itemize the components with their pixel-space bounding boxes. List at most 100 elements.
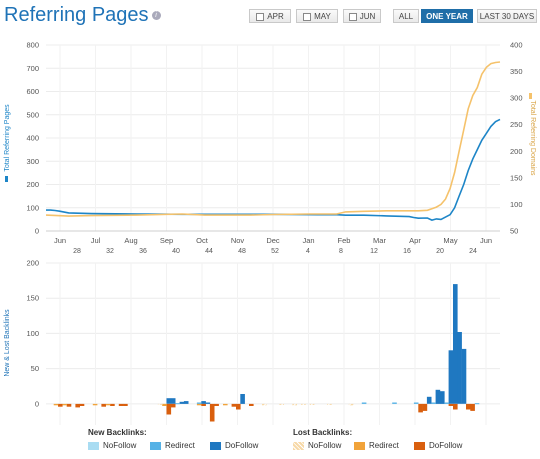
y-tick-label: 100 xyxy=(26,203,39,212)
bar-lost-nofollow xyxy=(327,403,332,405)
legend-new-dofollow[interactable]: DoFollow xyxy=(210,441,258,450)
bar-lost-dofollow xyxy=(79,403,85,406)
bar-new-dofollow xyxy=(453,284,458,404)
range-one-year-button[interactable]: ONE YEAR xyxy=(421,9,473,23)
range-last-30-days-button[interactable]: LAST 30 DAYS xyxy=(477,9,537,23)
bar-lost-nofollow xyxy=(348,403,354,406)
bar-lost-dofollow xyxy=(123,403,128,406)
bar-new-redirect xyxy=(431,402,436,404)
x-month-label: Dec xyxy=(266,236,280,245)
checkbox-icon[interactable] xyxy=(256,12,265,21)
bar-lost-dofollow xyxy=(466,403,471,410)
bar-lost-nofollow xyxy=(279,403,284,405)
bar-new-dofollow xyxy=(183,401,189,404)
legend-label: DoFollow xyxy=(225,441,259,450)
x-week-label: 52 xyxy=(271,248,279,255)
bar-lost-nofollow xyxy=(262,403,267,406)
y2-tick-label: 400 xyxy=(510,41,523,50)
bar-lost-dofollow xyxy=(110,403,115,406)
month-label-may: MAY xyxy=(314,12,331,21)
legend-lost-nofollow[interactable]: NoFollow xyxy=(293,441,341,450)
x-month-label: Aug xyxy=(124,236,137,245)
legend-swatch xyxy=(210,441,221,450)
bar-lost-dofollow xyxy=(249,403,254,406)
bar-y-tick-label: 150 xyxy=(26,294,39,303)
x-week-label: 12 xyxy=(370,248,378,255)
checkbox-icon[interactable] xyxy=(348,12,357,21)
x-week-label: 4 xyxy=(306,248,310,255)
bar-new-dofollow xyxy=(179,401,185,404)
bar-lost-dofollow xyxy=(470,403,475,411)
bar-lost-dofollow xyxy=(166,403,172,415)
x-month-label: Jul xyxy=(91,236,101,245)
legend-label: NoFollow xyxy=(308,441,342,450)
series-line-referring-domains xyxy=(45,61,501,217)
legend-new-title: New Backlinks: xyxy=(88,428,147,437)
bar-new-redirect xyxy=(444,402,449,404)
checkbox-icon[interactable] xyxy=(303,12,312,21)
legend-lost-redirect[interactable]: Redirect xyxy=(354,441,399,450)
month-label-jun: JUN xyxy=(359,12,376,21)
bar-lost-dofollow xyxy=(418,403,423,413)
bar-new-dofollow xyxy=(166,398,172,404)
bar-lost-nofollow xyxy=(301,403,306,405)
info-icon[interactable]: i xyxy=(151,11,161,21)
x-week-label: 16 xyxy=(403,248,411,255)
bar-new-dofollow xyxy=(205,402,211,404)
bar-lost-redirect xyxy=(53,403,59,406)
bar-new-dofollow xyxy=(435,389,441,404)
bar-y-tick-label: 50 xyxy=(31,364,39,373)
month-toggle-may[interactable]: MAY xyxy=(296,9,338,23)
bar-lost-nofollow xyxy=(292,403,297,406)
bar-new-dofollow xyxy=(240,394,245,404)
x-month-label: May xyxy=(443,236,457,245)
legend-label: NoFollow xyxy=(103,441,137,450)
bar-new-dofollow xyxy=(170,398,176,404)
x-month-label: Jun xyxy=(54,236,66,245)
bar-new-redirect xyxy=(413,402,419,404)
legend-new-nofollow[interactable]: NoFollow xyxy=(88,441,136,450)
y-axis-title: Total Referring Pages xyxy=(4,104,11,172)
y-axis-title-swatch xyxy=(5,176,8,182)
bar-lost-dofollow xyxy=(209,403,215,422)
bar-new-redirect xyxy=(474,403,480,405)
x-month-label: Feb xyxy=(338,236,351,245)
month-toggle-apr[interactable]: APR xyxy=(249,9,291,23)
bar-lost-dofollow xyxy=(236,403,241,410)
bar-new-dofollow xyxy=(440,391,445,404)
bar-new-dofollow xyxy=(457,332,462,404)
page-title: Referring Pages i xyxy=(4,4,161,27)
bar-y-tick-label: 200 xyxy=(26,259,39,268)
range-all-button[interactable]: ALL xyxy=(393,9,419,23)
y2-tick-label: 100 xyxy=(510,200,523,209)
bar-lost-dofollow xyxy=(231,403,237,407)
x-week-label: 32 xyxy=(106,248,114,255)
legend-lost-dofollow[interactable]: DoFollow xyxy=(414,441,462,450)
bar-lost-nofollow xyxy=(309,403,315,405)
y2-tick-label: 250 xyxy=(510,120,523,129)
bar-lost-redirect xyxy=(223,403,228,406)
bar-y-tick-label: 0 xyxy=(35,399,39,408)
series-line-referring-pages xyxy=(46,118,501,221)
legend-label: DoFollow xyxy=(429,441,463,450)
legend-label: Redirect xyxy=(369,441,399,450)
x-month-label: Oct xyxy=(196,236,209,245)
x-week-label: 48 xyxy=(238,248,246,255)
legend-swatch xyxy=(354,441,365,450)
y-tick-label: 500 xyxy=(26,110,39,119)
bar-lost-dofollow xyxy=(422,403,428,411)
bar-lost-redirect xyxy=(62,403,67,406)
y2-tick-label: 150 xyxy=(510,173,523,182)
bar-new-redirect xyxy=(175,403,180,405)
legend-swatch xyxy=(88,441,99,450)
bar-y-axis-title: New & Lost Backlinks xyxy=(4,309,11,377)
legend-lost-title: Lost Backlinks: xyxy=(293,428,353,437)
bar-lost-nofollow xyxy=(157,403,163,405)
bar-lost-dofollow xyxy=(58,403,63,407)
legend-new-redirect[interactable]: Redirect xyxy=(150,441,195,450)
month-toggle-jun[interactable]: JUN xyxy=(343,9,381,23)
bar-new-dofollow xyxy=(461,348,467,404)
bar-lost-redirect xyxy=(105,403,111,406)
bar-lost-dofollow xyxy=(170,403,176,408)
